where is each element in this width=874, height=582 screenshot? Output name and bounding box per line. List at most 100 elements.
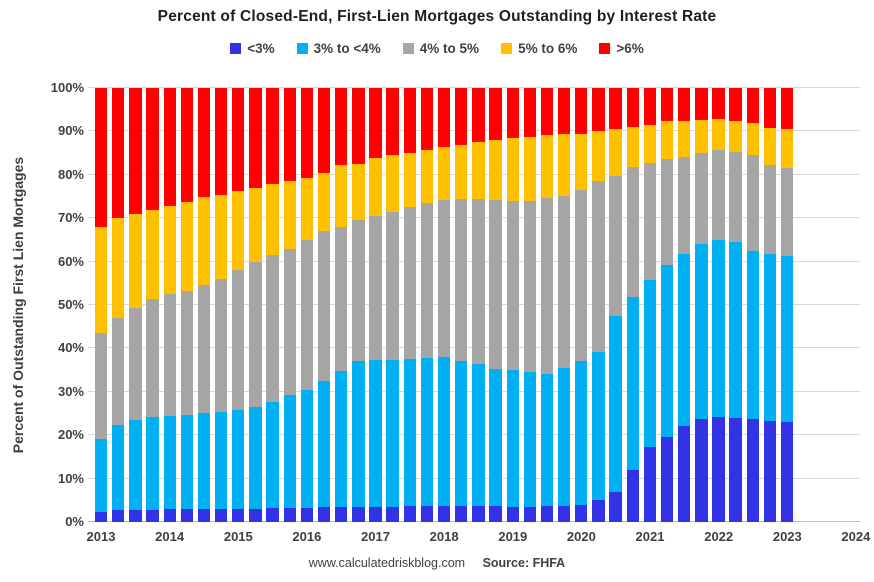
bar-segment-4% to 5%: [592, 181, 605, 353]
y-tick-label-30%: 30%: [57, 383, 84, 399]
gridline-100: [88, 87, 860, 88]
bar-segment-3% to <4%: [386, 359, 399, 507]
bar-segment-3% to <4%: [232, 410, 245, 509]
plot-area: [88, 87, 860, 522]
bar-segment-4% to 5%: [197, 285, 211, 414]
bar-segment-5% to 6%: [678, 120, 691, 157]
bar-segment-5% to 6%: [420, 149, 434, 203]
bar-segment-3% to <4%: [506, 370, 519, 507]
bar-2020-Q4: [626, 88, 639, 522]
bar-segment-5% to 6%: [317, 173, 331, 232]
bar-segment-3% to <4%: [695, 244, 708, 419]
bar-segment-3% to <4%: [712, 239, 725, 417]
bar-segment-5% to 6%: [352, 163, 365, 221]
bar-segment->6%: [472, 88, 485, 143]
bar-segment-3% to <4%: [300, 389, 314, 508]
bar-2019-Q1: [506, 88, 519, 522]
bar-segment->6%: [180, 88, 194, 202]
bar-segment-4% to 5%: [163, 294, 176, 417]
bar-segment-5% to 6%: [112, 218, 125, 318]
bar-segment-<3%: [455, 505, 468, 522]
bar-segment-5% to 6%: [283, 181, 296, 249]
bar-segment->6%: [592, 88, 605, 131]
bar-segment-5% to 6%: [626, 127, 639, 168]
bar-segment-3% to <4%: [643, 279, 657, 447]
bar-segment-4% to 5%: [695, 153, 708, 245]
bar-segment-<3%: [180, 509, 194, 522]
bar-segment-3% to <4%: [729, 242, 742, 419]
bar-segment-4% to 5%: [575, 189, 588, 361]
bar-segment-5% to 6%: [386, 154, 399, 213]
x-tick-label-2014: 2014: [155, 529, 185, 544]
bar-segment-<3%: [660, 436, 674, 522]
bar-2017-Q1: [369, 88, 382, 522]
bar-segment-5% to 6%: [780, 128, 794, 169]
bar-segment-<3%: [129, 509, 142, 522]
bar-segment->6%: [112, 88, 125, 219]
bar-segment->6%: [386, 88, 399, 155]
bar-segment-3% to <4%: [403, 359, 416, 507]
bar-segment->6%: [146, 88, 159, 210]
bar-segment-4% to 5%: [780, 168, 794, 257]
legend-item-<3%: <3%: [230, 41, 275, 56]
bar-segment-5% to 6%: [232, 191, 245, 271]
bar-segment-3% to <4%: [129, 420, 142, 510]
bar-segment-<3%: [437, 505, 451, 522]
y-tick-label-70%: 70%: [57, 210, 84, 226]
bar-segment-3% to <4%: [575, 360, 588, 506]
bar-2022-Q2: [729, 88, 742, 522]
bar-segment-3% to <4%: [163, 416, 176, 510]
bar-2013-Q1: [94, 88, 108, 522]
footer-source: Source: FHFA: [482, 556, 566, 570]
bar-segment-<3%: [94, 512, 108, 522]
bar-segment-<3%: [403, 506, 416, 522]
legend-label: <3%: [247, 41, 275, 56]
bar-segment-5% to 6%: [300, 178, 314, 240]
bar-segment-<3%: [335, 506, 348, 522]
bar-segment-5% to 6%: [506, 137, 519, 201]
bar-segment-5% to 6%: [540, 135, 554, 199]
x-tick-label-2021: 2021: [635, 529, 665, 544]
bar-segment-4% to 5%: [609, 175, 622, 316]
bar-segment-3% to <4%: [523, 372, 537, 507]
bar-segment-3% to <4%: [317, 380, 331, 508]
bar-segment-4% to 5%: [660, 158, 674, 266]
bar-segment-3% to <4%: [214, 412, 228, 509]
bar-segment-<3%: [420, 506, 434, 522]
bar-segment-3% to <4%: [592, 352, 605, 501]
x-tick-label-2017: 2017: [361, 529, 390, 544]
bar-segment->6%: [746, 88, 759, 124]
bar-segment-5% to 6%: [575, 133, 588, 190]
bar-segment->6%: [232, 88, 245, 192]
bar-segment-4% to 5%: [746, 155, 759, 251]
bar-segment-3% to <4%: [472, 364, 485, 507]
bar-segment-5% to 6%: [163, 206, 176, 295]
bar-segment-<3%: [643, 446, 657, 522]
bar-segment-5% to 6%: [763, 127, 777, 166]
bar-segment-4% to 5%: [283, 248, 296, 396]
bar-2015-Q3: [266, 88, 279, 522]
bar-segment-4% to 5%: [180, 290, 194, 415]
bar-segment-5% to 6%: [214, 194, 228, 279]
bar-segment->6%: [643, 88, 657, 125]
bar-segment-<3%: [232, 508, 245, 522]
bar-2016-Q3: [335, 88, 348, 522]
bar-segment-5% to 6%: [643, 124, 657, 164]
x-tick-label-2018: 2018: [429, 529, 459, 544]
legend: <3% 3% to <4% 4% to 5% 5% to 6% >6%: [0, 41, 874, 56]
bar-segment-3% to <4%: [540, 373, 554, 507]
bar-2018-Q3: [472, 88, 485, 522]
bar-segment-4% to 5%: [557, 195, 571, 369]
bar-segment->6%: [249, 88, 262, 188]
bar-segment->6%: [557, 88, 571, 135]
bar-segment-4% to 5%: [712, 149, 725, 240]
bar-segment->6%: [317, 88, 331, 174]
bar-segment-5% to 6%: [369, 158, 382, 217]
bar-segment-<3%: [146, 509, 159, 522]
x-axis-tick-labels: 2013 2014 2015 2016 2017 2018 2019 2020 2021 2022…: [87, 529, 874, 547]
y-tick-label-40%: 40%: [57, 340, 84, 356]
bar-segment-<3%: [678, 425, 691, 522]
legend-swatch-icon: [599, 43, 611, 54]
bar-segment-3% to <4%: [180, 414, 194, 510]
bar-segment-5% to 6%: [523, 137, 537, 201]
